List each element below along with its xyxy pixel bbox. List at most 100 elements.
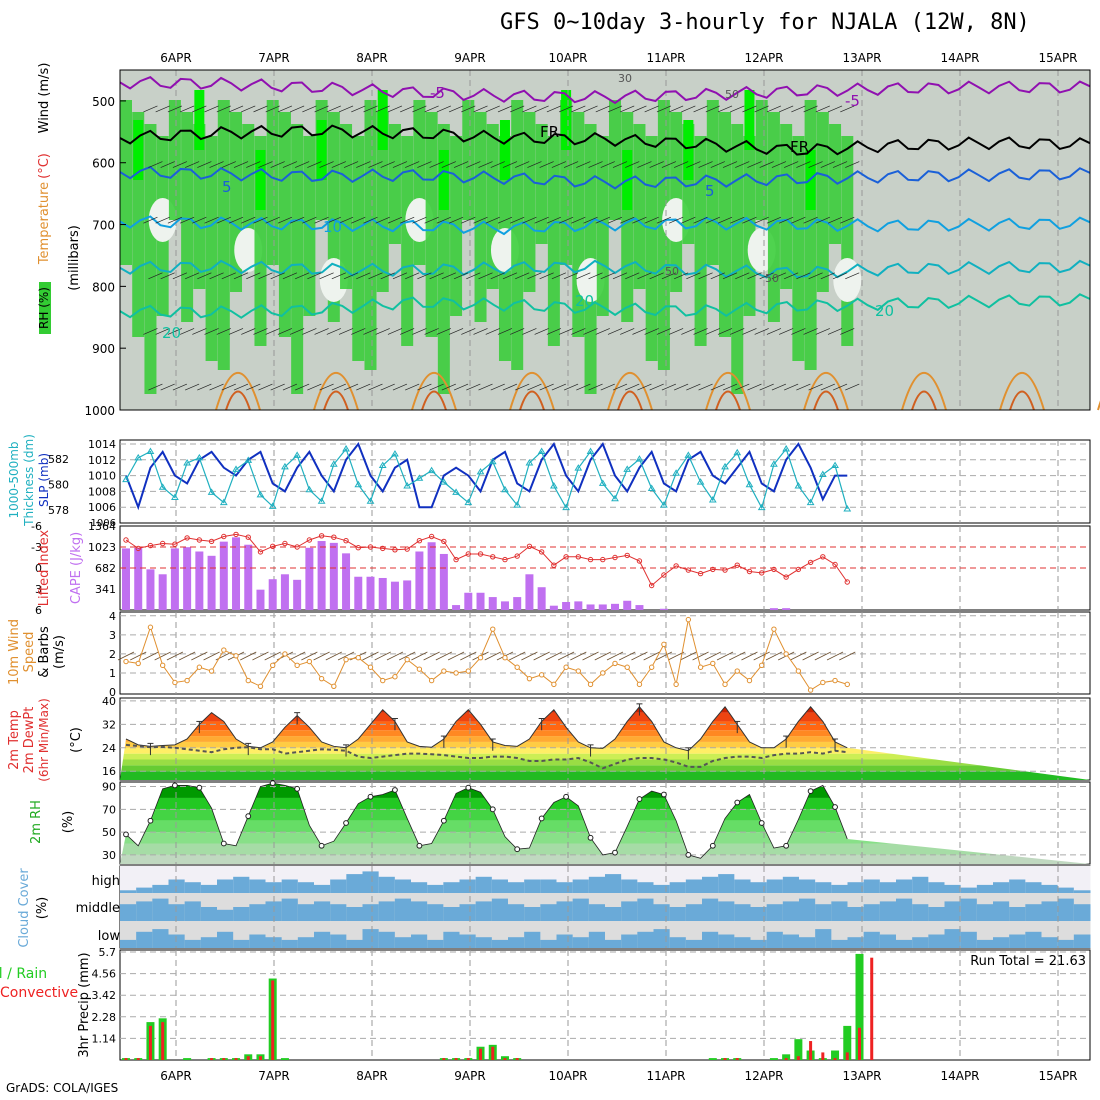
temp-tick: 16 xyxy=(102,765,116,778)
thickness-point xyxy=(281,462,289,470)
wind-barb xyxy=(295,272,310,280)
cloud-cell xyxy=(896,879,913,893)
rh-point xyxy=(294,785,301,792)
cape-bar xyxy=(134,547,143,610)
thickness-point xyxy=(146,447,155,454)
wind-barb xyxy=(673,272,689,280)
bottom-day-label: 9APR xyxy=(454,1069,485,1083)
cloud-cell xyxy=(491,879,509,893)
wind-barb xyxy=(827,216,843,224)
li-tick: 3 xyxy=(35,583,42,596)
cloud-cell xyxy=(734,937,751,948)
wind-barb xyxy=(522,328,537,335)
surface-wind-barb xyxy=(178,651,196,661)
wind-speed-point xyxy=(172,679,178,686)
top-day-label: 13APR xyxy=(842,51,881,65)
precip-convective-bar xyxy=(735,1058,739,1060)
li-point xyxy=(367,544,374,550)
precip-convective-bar xyxy=(784,1058,788,1060)
rh-point xyxy=(392,787,398,793)
thickness-point xyxy=(268,502,277,509)
cloud-cell xyxy=(459,904,477,921)
wind-barb xyxy=(448,105,464,113)
rh-point xyxy=(661,791,667,798)
wind-barb xyxy=(747,161,762,168)
surface-wind-barb xyxy=(264,651,281,661)
bottom-day-label: 15APR xyxy=(1038,1069,1077,1083)
isotherm-25 xyxy=(705,372,751,411)
thickness-point xyxy=(427,466,436,474)
wind-barb xyxy=(290,216,305,224)
li-point xyxy=(196,537,203,543)
surface-wind-barb xyxy=(288,651,306,661)
wind-barb xyxy=(527,161,542,168)
precip-convective-bar xyxy=(210,1058,214,1060)
precip-convective-bar xyxy=(271,980,275,1060)
precip-convective-bar xyxy=(234,1058,238,1060)
wind-barb xyxy=(172,383,188,391)
top-day-label: 15APR xyxy=(1038,51,1077,65)
surface-wind-barb xyxy=(386,651,404,661)
rh-point xyxy=(416,842,423,849)
temp-band xyxy=(120,771,1090,780)
wind-barb xyxy=(710,161,725,168)
surface-wind-barb xyxy=(594,651,611,661)
cloud-cell xyxy=(653,884,671,893)
contour-label: -5 xyxy=(845,92,860,110)
rh-point xyxy=(685,851,692,858)
thickness-point xyxy=(232,465,240,472)
wind-barb xyxy=(717,216,733,224)
wind-barb xyxy=(167,328,183,335)
wind-barb xyxy=(539,272,554,280)
li-point xyxy=(245,534,251,540)
wind-barb xyxy=(405,161,420,168)
wind-speed-point xyxy=(257,683,264,689)
wind-barb xyxy=(453,383,469,391)
ylabel-dewpt: 2m DewPt xyxy=(22,707,37,774)
wind-barb xyxy=(546,105,562,113)
wind-barb xyxy=(827,328,843,335)
surface-wind-barb xyxy=(313,651,330,661)
wind-barb xyxy=(265,328,280,335)
rh-green-region xyxy=(547,136,560,346)
wind-barb xyxy=(338,216,354,224)
wind-speed-point xyxy=(135,660,141,667)
rh-green-region xyxy=(352,136,365,361)
run-total-label: Run Total = 21.63 xyxy=(970,954,1086,969)
rh-series xyxy=(125,782,848,859)
cloud-cell xyxy=(394,898,412,921)
cloud-cell xyxy=(233,907,250,921)
cape-bar xyxy=(329,542,338,610)
li-point xyxy=(636,558,643,564)
li-point xyxy=(746,568,753,575)
cloud-cell xyxy=(265,937,283,948)
ylabel-cloud: Cloud Cover xyxy=(17,868,32,948)
wind-barb xyxy=(221,383,236,391)
wind-barb xyxy=(400,105,415,113)
wind-barb xyxy=(143,105,158,113)
wind-barb xyxy=(277,216,293,224)
credit-label: GrADS: COLA/IGES xyxy=(6,1081,119,1095)
wind-barb xyxy=(735,383,750,391)
cloud-cell xyxy=(136,901,153,921)
thickness-point xyxy=(158,483,167,490)
wind-barb xyxy=(233,272,249,280)
wind-tick: 2 xyxy=(109,648,116,661)
cloud-cell xyxy=(491,939,509,948)
cloud-cell xyxy=(653,904,671,921)
precip-convective-bar xyxy=(246,1056,250,1060)
precip-convective-bar xyxy=(491,1046,495,1060)
isotherm-minus5 xyxy=(119,76,1091,105)
wind-barb xyxy=(184,272,200,280)
wind-barb xyxy=(717,328,733,335)
cape-bar xyxy=(342,553,351,610)
surface-wind-barb xyxy=(117,651,135,661)
surface-wind-barb xyxy=(680,651,697,661)
ylabel-thickness-b: Thickness (dm) xyxy=(22,434,36,527)
cape-bar xyxy=(305,547,314,610)
wind-barb xyxy=(253,105,268,113)
cloud-cell xyxy=(702,898,719,921)
cloud-cell xyxy=(443,907,460,921)
wind-barb xyxy=(612,161,628,168)
precip-total-bar xyxy=(843,1025,852,1060)
